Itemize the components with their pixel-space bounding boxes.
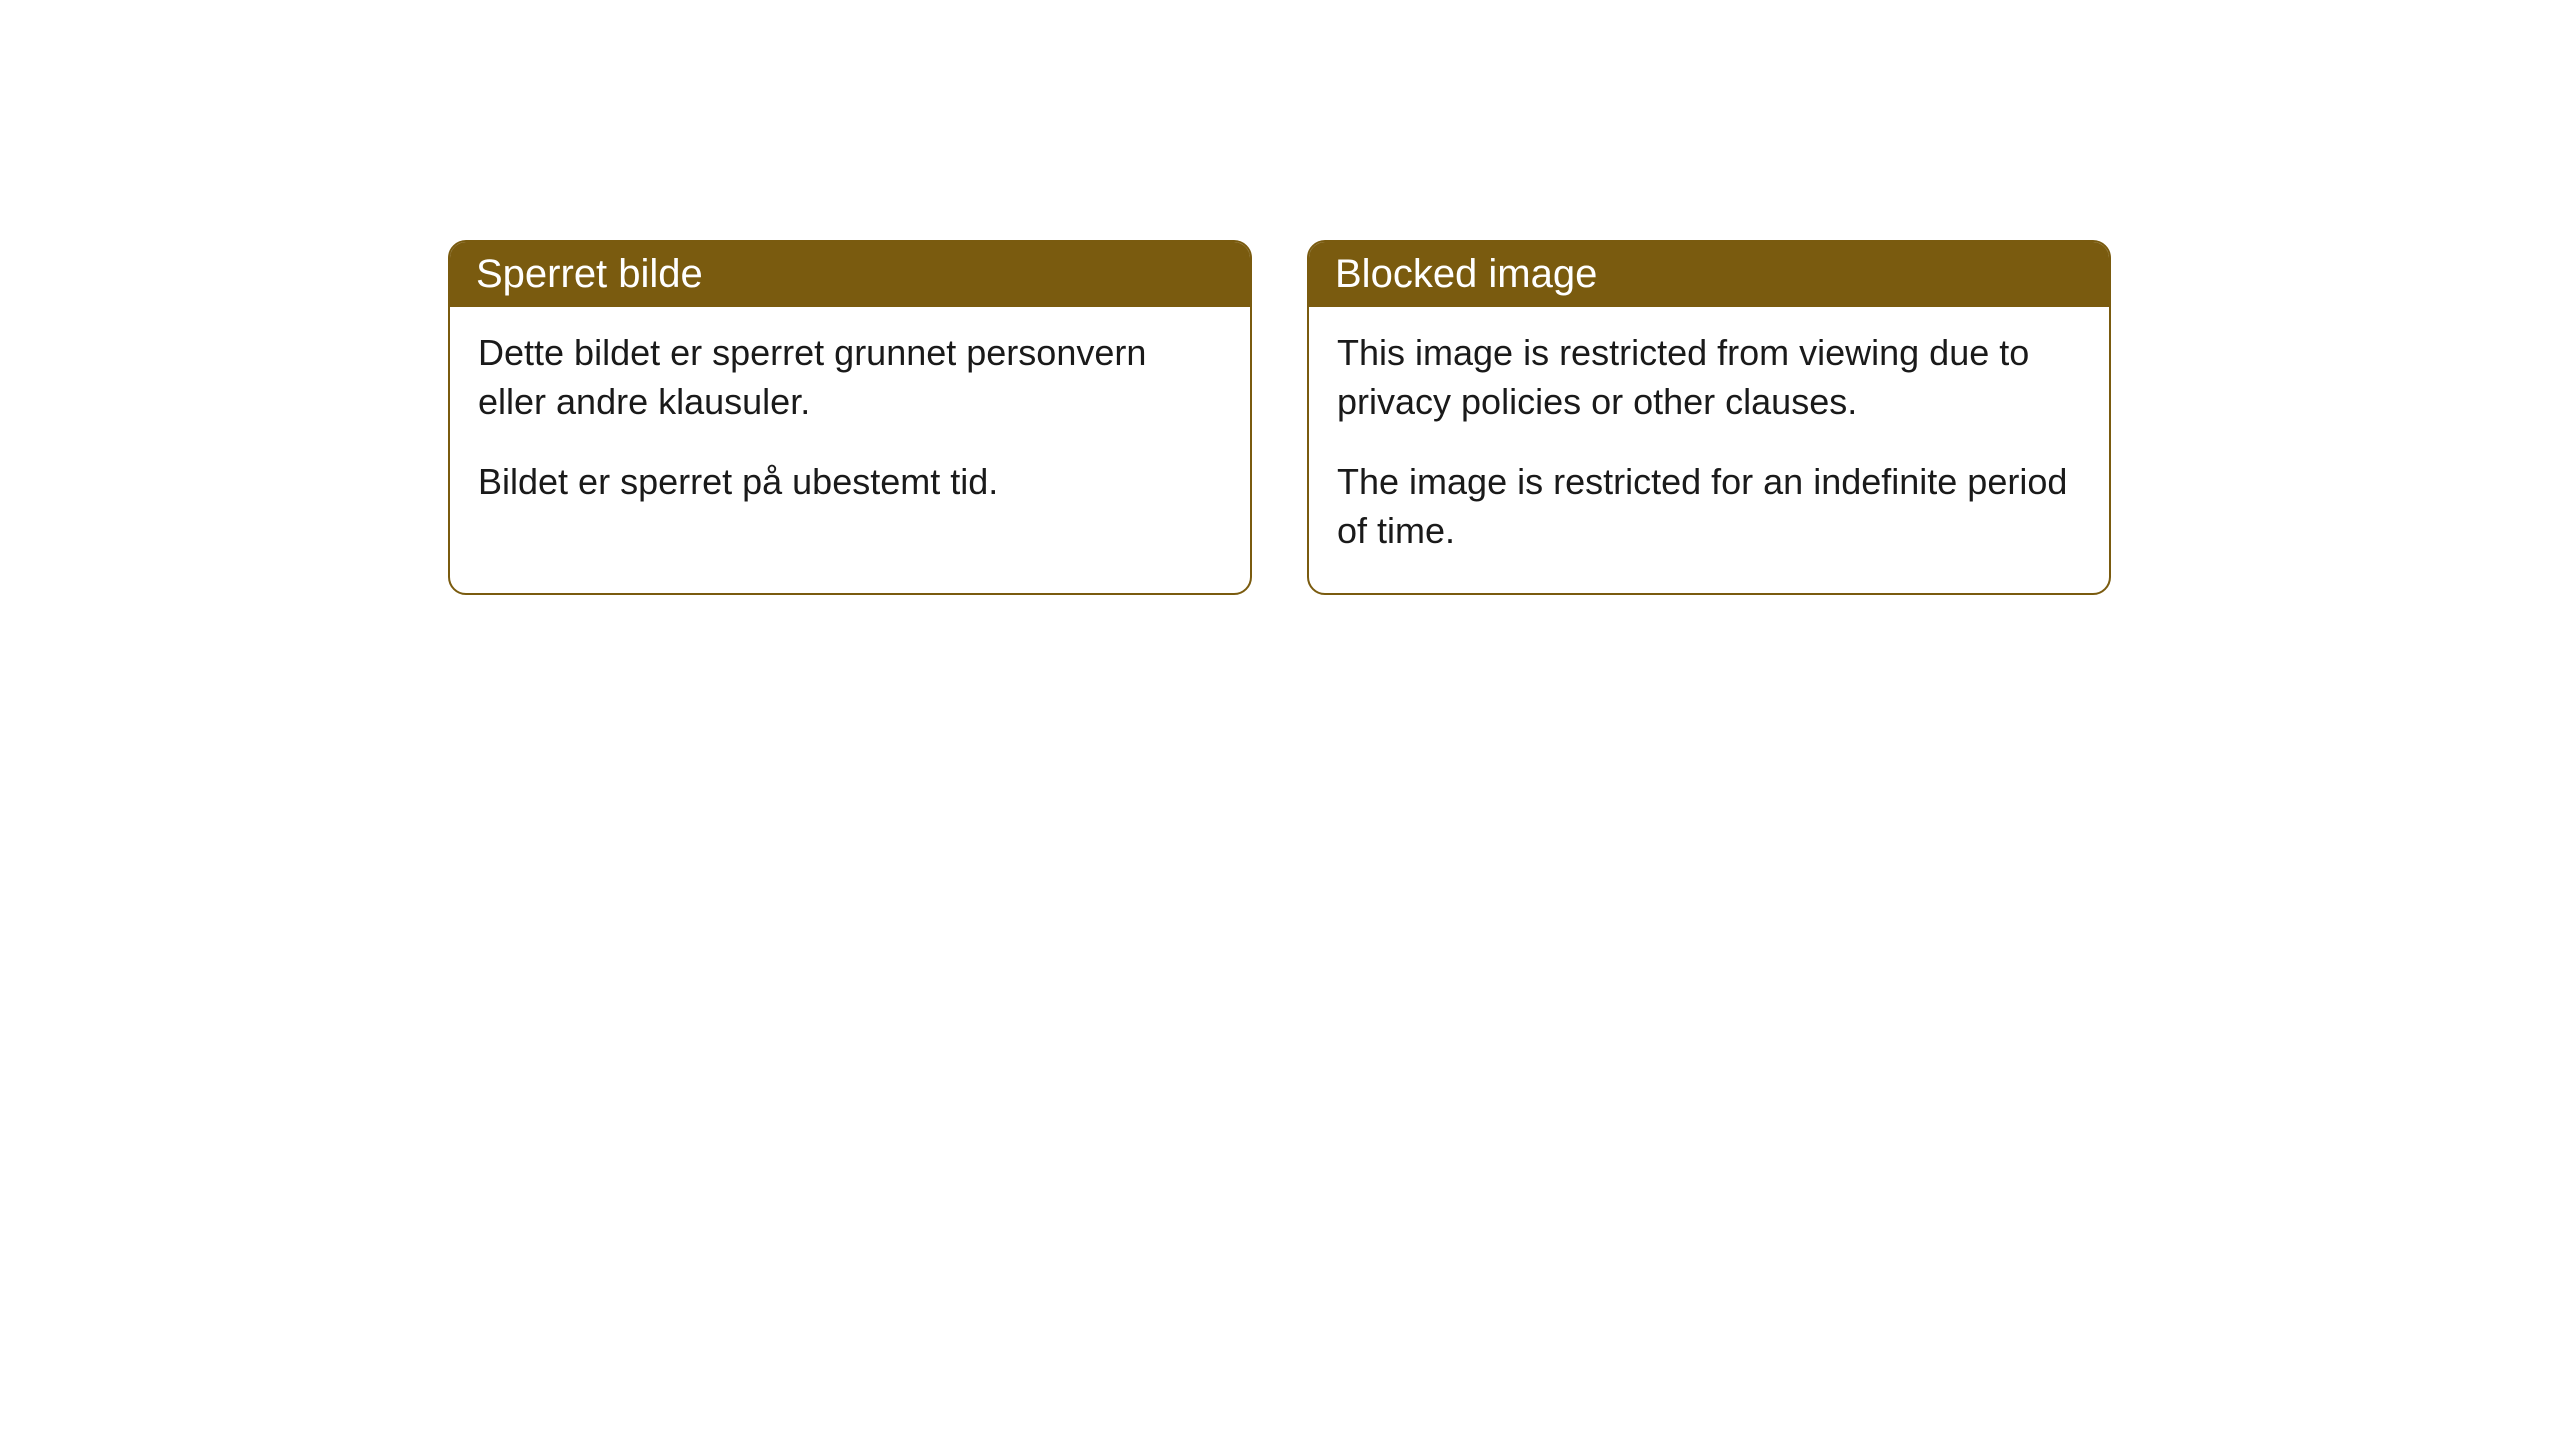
card-text-norwegian-2: Bildet er sperret på ubestemt tid.	[478, 458, 1222, 507]
card-text-english-2: The image is restricted for an indefinit…	[1337, 458, 2081, 555]
card-title-english: Blocked image	[1335, 252, 1597, 296]
card-text-english-1: This image is restricted from viewing du…	[1337, 329, 2081, 426]
blocked-image-card-norwegian: Sperret bilde Dette bildet er sperret gr…	[448, 240, 1252, 595]
card-body-norwegian: Dette bildet er sperret grunnet personve…	[450, 307, 1250, 545]
notice-cards-container: Sperret bilde Dette bildet er sperret gr…	[448, 240, 2111, 595]
card-header-norwegian: Sperret bilde	[450, 242, 1250, 307]
card-title-norwegian: Sperret bilde	[476, 252, 703, 296]
card-header-english: Blocked image	[1309, 242, 2109, 307]
blocked-image-card-english: Blocked image This image is restricted f…	[1307, 240, 2111, 595]
card-body-english: This image is restricted from viewing du…	[1309, 307, 2109, 593]
card-text-norwegian-1: Dette bildet er sperret grunnet personve…	[478, 329, 1222, 426]
